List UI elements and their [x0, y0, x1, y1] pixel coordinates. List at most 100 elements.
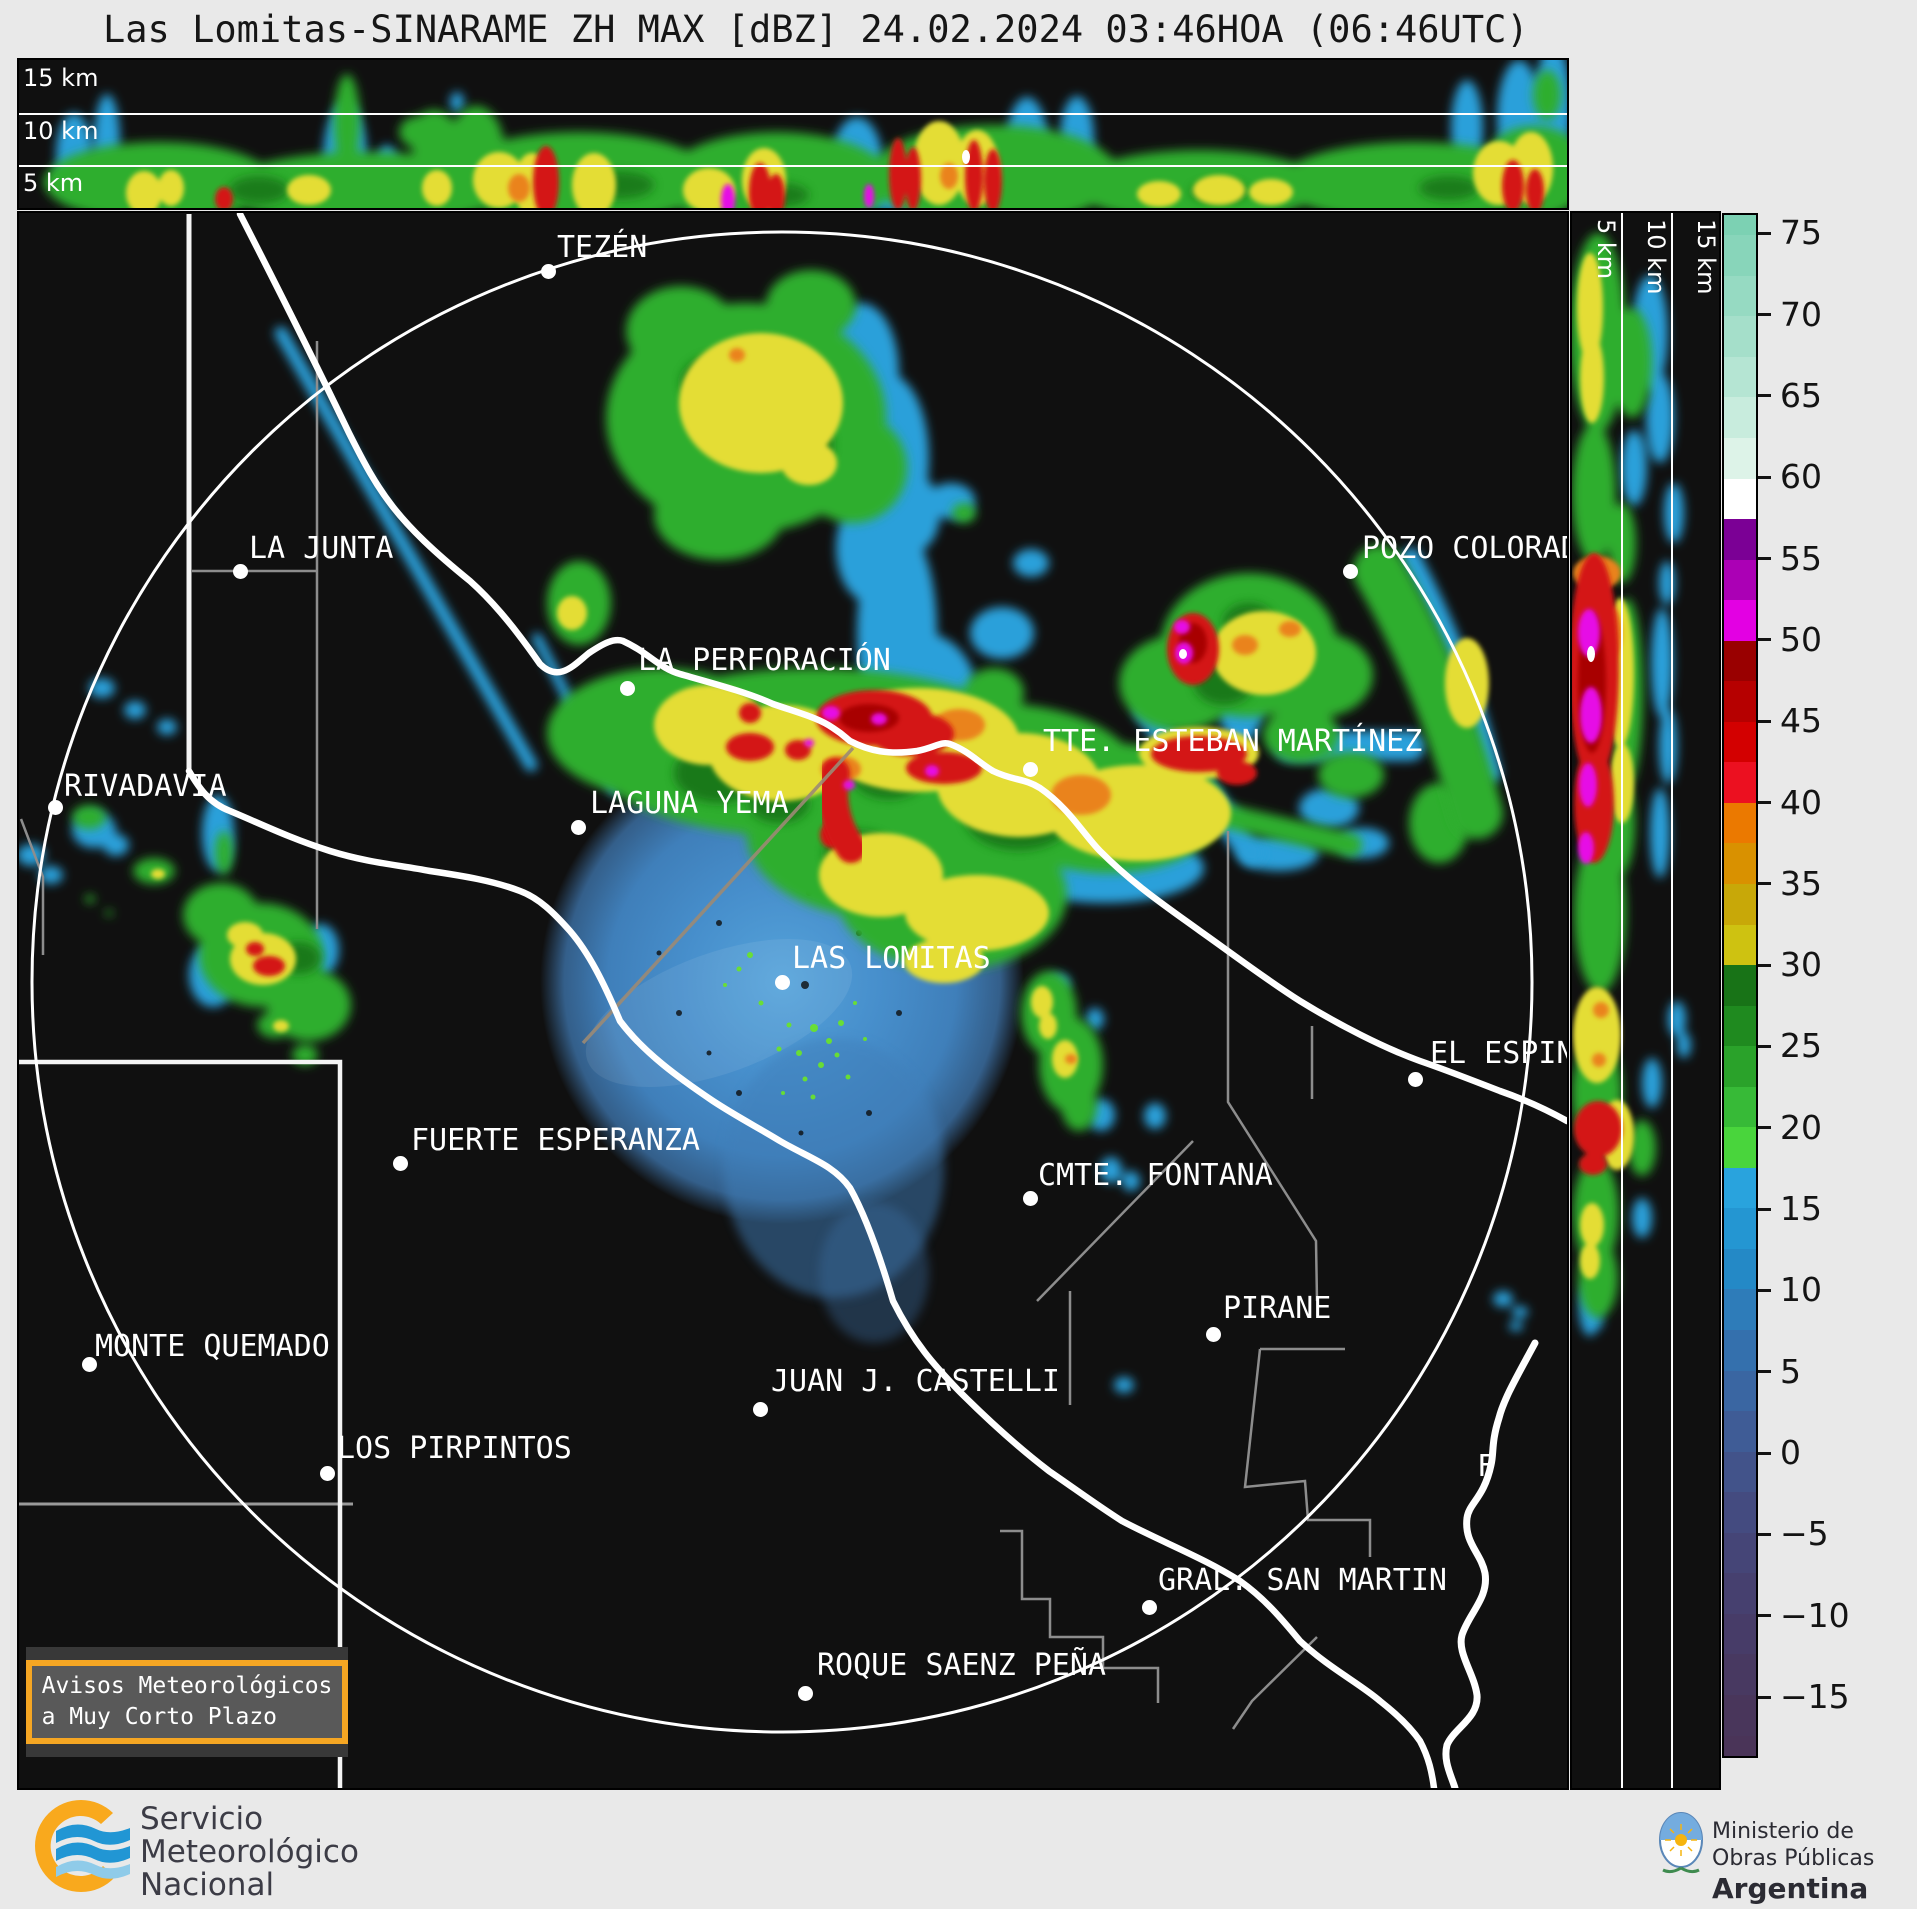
radar-map-graphics	[19, 213, 1567, 1788]
right-cross-section-plot	[1572, 213, 1691, 1788]
colorbar-segment	[1724, 397, 1756, 438]
colorbar-tick-label: 30	[1780, 945, 1822, 985]
top-cross-section-plot	[19, 60, 1567, 208]
ministry-line-1: Ministerio de	[1712, 1819, 1854, 1844]
page-title: Las Lomitas-SINARAME ZH MAX [dBZ] 24.02.…	[103, 8, 1529, 51]
place-dot	[620, 681, 635, 696]
colorbar-tick	[1758, 394, 1771, 398]
colorbar-tick-label: 0	[1780, 1433, 1801, 1473]
colorbar-tick	[1758, 1370, 1771, 1374]
map-red-hook-echo	[818, 758, 866, 863]
warning-line-2: a Muy Corto Plazo	[41, 1704, 278, 1730]
ministry-wordmark: Ministerio de Obras Públicas Argentina	[1712, 1818, 1874, 1906]
colorbar-tick	[1758, 231, 1771, 235]
place-label: TTE. ESTEBAN MARTÍNEZ	[1043, 724, 1423, 759]
colorbar-segment	[1724, 802, 1756, 844]
place-label: FUERTE ESPERANZA	[411, 1123, 700, 1158]
smn-line-1: Servicio	[140, 1801, 264, 1837]
colorbar-segment	[1724, 316, 1756, 357]
colorbar-segment	[1724, 215, 1756, 236]
place-dot	[1408, 1072, 1423, 1087]
colorbar-tick	[1758, 557, 1771, 561]
colorbar-segment	[1724, 884, 1756, 925]
colorbar-segment	[1724, 1086, 1756, 1128]
colorbar-segment	[1724, 1492, 1756, 1533]
warning-box-backdrop: Avisos Meteorológicos a Muy Corto Plazo	[25, 1647, 349, 1757]
colorbar-tick	[1758, 1207, 1771, 1211]
colorbar-tick	[1758, 475, 1771, 479]
colorbar-tick-label: 65	[1780, 375, 1822, 415]
colorbar-tick-label: 20	[1780, 1107, 1822, 1147]
colorbar-segment	[1724, 1735, 1756, 1756]
place-label: LAGUNA YEMA	[590, 786, 789, 821]
ministry-line-3: Argentina	[1712, 1872, 1869, 1905]
right-cross-section-panel: 5 km 10 km 15 km	[1570, 211, 1721, 1790]
colorbar-tick-label: 40	[1780, 782, 1822, 822]
colorbar-segment	[1724, 1613, 1756, 1655]
colorbar-segment	[1724, 1005, 1756, 1047]
footer: Servicio Meteorológico Nacional Minister…	[0, 1790, 1917, 1909]
range-circle	[30, 230, 1534, 1734]
colorbar-segment	[1724, 640, 1756, 682]
warning-line-1: Avisos Meteorológicos	[41, 1673, 333, 1699]
colorbar-tick-label: −5	[1780, 1514, 1829, 1554]
river-south	[185, 767, 1438, 1788]
clutter-green-speckles	[723, 952, 867, 1100]
colorbar-segment	[1724, 1046, 1756, 1087]
azimuth-line	[581, 746, 855, 1045]
place-label: ROQUE SAENZ PEÑA	[817, 1648, 1106, 1683]
colorbar-tick-label: 15	[1780, 1189, 1822, 1229]
right-panel-label-10km: 10 km	[1642, 219, 1670, 295]
top-cross-section-panel: 15 km 10 km 5 km	[17, 58, 1569, 210]
ministry-line-2: Obras Públicas	[1712, 1846, 1875, 1871]
place-label: EL ESPIN	[1430, 1036, 1569, 1071]
colorbar-tick-label: 5	[1780, 1351, 1801, 1391]
place-dot	[541, 264, 556, 279]
colorbar-segment	[1724, 1127, 1756, 1168]
place-dot	[1023, 1191, 1038, 1206]
colorbar-segment	[1724, 1411, 1756, 1452]
colorbar-segment	[1724, 965, 1756, 1006]
colorbar-segment	[1724, 1532, 1756, 1574]
colorbar-segment	[1724, 721, 1756, 763]
smn-line-2: Meteorológico	[140, 1834, 359, 1870]
colorbar-tick	[1758, 1288, 1771, 1292]
place-dot	[775, 975, 790, 990]
colorbar-tick	[1758, 1044, 1771, 1048]
colorbar-segment	[1724, 478, 1756, 520]
place-dot	[571, 820, 586, 835]
colorbar-segment	[1724, 1208, 1756, 1249]
colorbar-tick-label: 25	[1780, 1026, 1822, 1066]
colorbar-tick	[1758, 313, 1771, 317]
place-dot	[1142, 1600, 1157, 1615]
place-dot	[798, 1686, 813, 1701]
place-dot	[233, 564, 248, 579]
xsec-white-core	[1587, 646, 1595, 662]
colorbar-segment	[1724, 559, 1756, 601]
colorbar-segment	[1724, 438, 1756, 479]
colorbar-segment	[1724, 1248, 1756, 1290]
colorbar-segment	[1724, 275, 1756, 317]
colorbar-tick	[1758, 719, 1771, 723]
right-panel-label-5km: 5 km	[1592, 219, 1620, 280]
colorbar-tick	[1758, 1126, 1771, 1130]
short-term-warnings-badge[interactable]: Avisos Meteorológicos a Muy Corto Plazo	[25, 1660, 349, 1744]
province-borders	[19, 214, 343, 1788]
colorbar-segment	[1724, 762, 1756, 803]
smn-wave-logo-icon	[35, 1800, 130, 1892]
radar-map: TEZÉN LA JUNTA POZO COLORADO LA PERFORACIÓN…	[17, 211, 1569, 1790]
xsec-red-echoes	[215, 138, 1544, 208]
colorbar-segment	[1724, 1330, 1756, 1371]
place-label: RIVADAVIA	[64, 769, 227, 804]
colorbar-tick-label: 10	[1780, 1270, 1822, 1310]
place-label: POZO COLORADO	[1362, 531, 1567, 566]
place-dot	[48, 800, 63, 815]
right-panel-label-15km: 15 km	[1692, 219, 1720, 295]
colorbar-segment	[1724, 1654, 1756, 1695]
place-dot	[1023, 762, 1038, 777]
xsec-blue-echoes	[1579, 275, 1691, 1336]
top-panel-label-10km: 10 km	[23, 117, 99, 145]
place-dot	[320, 1466, 335, 1481]
colorbar-segment	[1724, 1694, 1756, 1736]
colorbar-tick	[1758, 1532, 1771, 1536]
